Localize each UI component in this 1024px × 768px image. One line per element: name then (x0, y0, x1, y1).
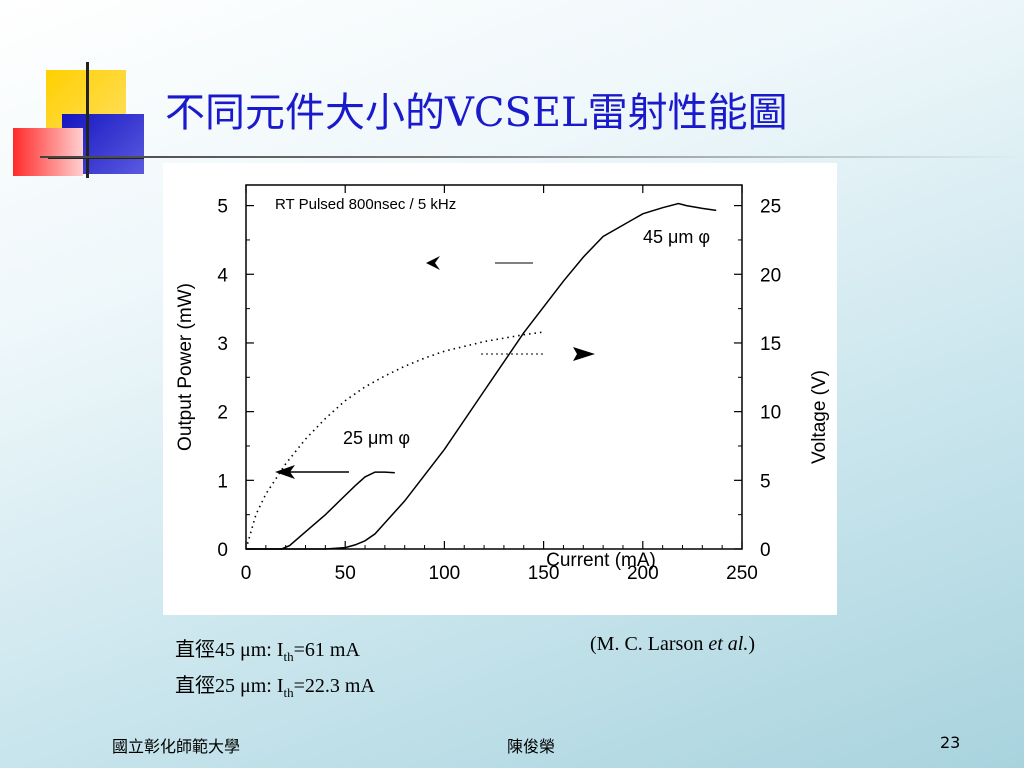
title-divider (40, 156, 1024, 158)
left-tick-label: 0 (217, 540, 228, 561)
logo-red-square (13, 128, 83, 176)
citation-prefix: (M. C. Larson (590, 633, 709, 655)
series-label-25um: 25 μm φ (343, 428, 410, 448)
citation-suffix: ) (748, 633, 755, 655)
logo-vertical-line (86, 62, 89, 178)
left-tick-label: 2 (217, 403, 228, 424)
left-axis-label: Output Power (mW) (175, 283, 196, 451)
chart-panel: 0 50 100 150 200 250 0 1 2 3 4 5 0 5 10 15 20 25 RT Pulse… (163, 163, 837, 615)
caption-line-2: 直徑25 μm: Ith=22.3 mA (175, 669, 375, 701)
page-number: 23 (940, 733, 961, 752)
x-tick-label: 50 (335, 563, 356, 584)
series-line-voltage (245, 331, 544, 550)
x-axis-label: Current (mA) (546, 550, 656, 571)
right-axis-label: Voltage (V) (809, 370, 830, 464)
x-tick-label: 200 (627, 563, 659, 584)
caption-2-prefix: 直徑25 μm: I (175, 675, 284, 697)
series-line-45um (246, 202, 717, 550)
left-tick-label: 3 (217, 334, 228, 355)
x-tick-label: 150 (528, 563, 560, 584)
left-tick-label: 4 (217, 265, 228, 286)
right-tick-label: 25 (760, 197, 781, 218)
x-tick-label: 100 (429, 563, 461, 584)
citation-italic: et al. (708, 633, 749, 655)
footer-institution: 國立彰化師範大學 (112, 737, 241, 756)
x-tick-label: 0 (241, 563, 252, 584)
arrow-25um-head-icon (275, 465, 295, 479)
left-tick-label: 1 (217, 471, 228, 492)
caption-2-suffix: =22.3 mA (293, 675, 375, 697)
caption-1-suffix: =61 mA (293, 639, 360, 661)
right-tick-label: 20 (760, 265, 781, 286)
right-tick-label: 5 (760, 471, 771, 492)
slide-logo (0, 0, 160, 190)
right-tick-label: 10 (760, 403, 781, 424)
condition-annotation: RT Pulsed 800nsec / 5 kHz (275, 196, 456, 213)
right-tick-label: 0 (760, 540, 771, 561)
x-tick-label: 250 (726, 563, 758, 584)
caption-line-1: 直徑45 μm: Ith=61 mA (175, 633, 360, 665)
caption-1-prefix: 直徑45 μm: I (175, 639, 284, 661)
caption-1-sub: th (283, 649, 294, 664)
series-label-45um: 45 μm φ (643, 227, 710, 247)
series-line-25um (246, 471, 395, 550)
slide-title: 不同元件大小的VCSEL雷射性能圖 (165, 90, 788, 136)
right-axis-arrow-icon (573, 347, 595, 361)
footer-author: 陳俊榮 (507, 737, 556, 756)
left-tick-label: 5 (217, 197, 228, 218)
plot-frame (245, 184, 743, 550)
left-axis-arrow-icon (426, 256, 440, 270)
right-tick-label: 15 (760, 334, 781, 355)
citation: (M. C. Larson et al.) (590, 633, 755, 656)
caption-2-sub: th (283, 685, 294, 700)
